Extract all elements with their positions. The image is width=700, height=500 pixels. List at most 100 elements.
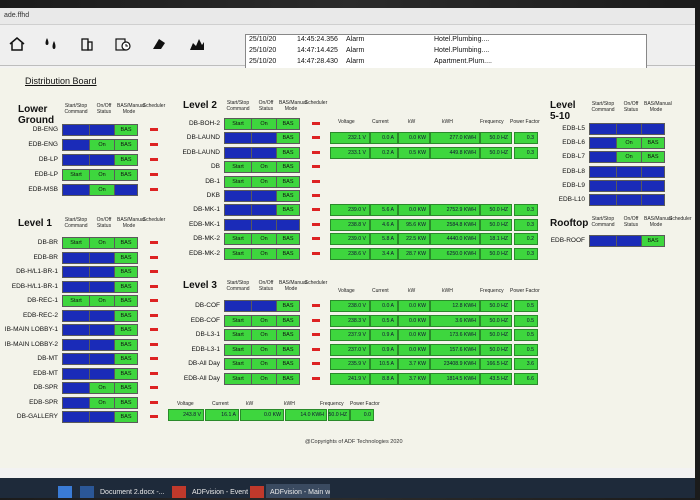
bas-manual-toggle[interactable]: BAS xyxy=(276,358,300,371)
scheduler-indicator[interactable] xyxy=(150,241,158,244)
scheduler-indicator[interactable] xyxy=(312,251,320,255)
bas-manual-toggle[interactable]: BAS xyxy=(114,396,138,409)
scheduler-indicator[interactable] xyxy=(312,318,320,322)
bas-manual-toggle[interactable]: BAS xyxy=(114,251,138,264)
start-stop-button[interactable] xyxy=(62,367,90,380)
settings-icon[interactable] xyxy=(146,32,172,56)
start-stop-button[interactable]: Start xyxy=(62,237,90,249)
bas-manual-toggle[interactable]: BAS xyxy=(276,118,300,130)
start-stop-button[interactable] xyxy=(62,139,90,151)
plumbing-icon[interactable] xyxy=(38,32,64,56)
start-stop-button[interactable]: Start xyxy=(224,118,252,130)
scheduler-indicator[interactable] xyxy=(150,128,158,131)
bas-manual-toggle[interactable] xyxy=(276,218,300,231)
start-stop-button[interactable] xyxy=(62,411,90,423)
bas-manual-toggle[interactable] xyxy=(641,179,665,192)
start-stop-button[interactable]: Start xyxy=(62,295,90,307)
start-stop-button[interactable]: Start xyxy=(224,247,252,260)
bas-manual-toggle[interactable] xyxy=(114,184,138,196)
start-stop-button[interactable] xyxy=(224,132,252,145)
bas-manual-toggle[interactable]: BAS xyxy=(276,300,300,312)
start-stop-button[interactable] xyxy=(224,218,252,231)
start-stop-button[interactable]: Start xyxy=(224,161,252,174)
scheduler-indicator[interactable] xyxy=(150,270,158,273)
bas-manual-toggle[interactable]: BAS xyxy=(276,190,300,202)
start-stop-button[interactable]: Start xyxy=(224,358,252,371)
scheduler-indicator[interactable] xyxy=(150,143,158,146)
scheduler-indicator[interactable] xyxy=(312,347,320,351)
scheduler-indicator[interactable] xyxy=(150,173,158,176)
scheduler-indicator[interactable] xyxy=(312,237,320,241)
bas-manual-toggle[interactable]: BAS xyxy=(276,314,300,327)
start-stop-button[interactable] xyxy=(224,190,252,202)
start-stop-button[interactable] xyxy=(589,235,617,247)
bas-manual-toggle[interactable]: BAS xyxy=(114,266,138,278)
bas-manual-toggle[interactable]: BAS xyxy=(641,235,665,247)
scheduler-indicator[interactable] xyxy=(150,299,158,302)
start-stop-button[interactable] xyxy=(224,204,252,217)
bas-manual-toggle[interactable]: BAS xyxy=(114,295,138,307)
taskbar-item-document[interactable]: Document 2.docx -... xyxy=(100,489,165,496)
bas-manual-toggle[interactable]: BAS xyxy=(114,338,138,351)
bas-manual-toggle[interactable]: BAS xyxy=(114,139,138,151)
scheduler-indicator[interactable] xyxy=(150,415,158,418)
bas-manual-toggle[interactable]: BAS xyxy=(114,411,138,423)
start-stop-button[interactable] xyxy=(62,396,90,409)
scheduler-indicator[interactable] xyxy=(312,208,320,212)
windows-start-icon[interactable] xyxy=(58,486,72,498)
bas-manual-toggle[interactable]: BAS xyxy=(276,343,300,356)
bas-manual-toggle[interactable]: BAS xyxy=(114,324,138,336)
bas-manual-toggle[interactable]: BAS xyxy=(114,124,138,136)
start-stop-button[interactable] xyxy=(62,324,90,336)
scheduler-indicator[interactable] xyxy=(312,136,320,140)
start-stop-button[interactable] xyxy=(62,154,90,166)
start-stop-button[interactable] xyxy=(224,300,252,312)
bas-manual-toggle[interactable]: BAS xyxy=(276,373,300,385)
bas-manual-toggle[interactable]: BAS xyxy=(276,146,300,159)
bas-manual-toggle[interactable]: BAS xyxy=(114,367,138,380)
scheduler-indicator[interactable] xyxy=(150,188,158,191)
bas-manual-toggle[interactable]: BAS xyxy=(276,247,300,260)
scheduler-indicator[interactable] xyxy=(150,328,158,331)
scheduler-indicator[interactable] xyxy=(150,284,158,288)
bas-manual-toggle[interactable]: BAS xyxy=(114,309,138,322)
scheduler-indicator[interactable] xyxy=(312,222,320,226)
start-stop-button[interactable] xyxy=(62,251,90,264)
start-stop-button[interactable]: Start xyxy=(224,329,252,342)
scheduler-indicator[interactable] xyxy=(312,194,320,197)
taskbar-item-main[interactable]: ADFvision - Main w... xyxy=(266,484,330,498)
start-stop-button[interactable] xyxy=(62,124,90,136)
start-stop-button[interactable] xyxy=(589,137,617,150)
scheduler-indicator[interactable] xyxy=(312,122,320,125)
word-icon[interactable] xyxy=(80,486,94,498)
scheduler-indicator[interactable] xyxy=(312,304,320,307)
start-stop-button[interactable] xyxy=(62,184,90,196)
bas-manual-toggle[interactable]: BAS xyxy=(276,204,300,217)
bas-manual-toggle[interactable]: BAS xyxy=(276,161,300,174)
scheduler-indicator[interactable] xyxy=(312,179,320,183)
start-stop-button[interactable] xyxy=(62,266,90,278)
scheduler-indicator[interactable] xyxy=(150,357,158,360)
home-icon[interactable] xyxy=(4,32,30,56)
bas-manual-toggle[interactable]: BAS xyxy=(114,237,138,249)
scheduler-indicator[interactable] xyxy=(150,255,158,259)
building-icon[interactable] xyxy=(74,32,100,56)
bas-manual-toggle[interactable]: BAS xyxy=(641,137,665,150)
bas-manual-toggle[interactable] xyxy=(641,194,665,206)
bas-manual-toggle[interactable]: BAS xyxy=(114,353,138,365)
start-stop-button[interactable]: Start xyxy=(224,233,252,246)
bas-manual-toggle[interactable]: BAS xyxy=(114,169,138,181)
taskbar-item-event[interactable]: ADFvision - Event v... xyxy=(192,489,252,496)
bas-manual-toggle[interactable]: BAS xyxy=(114,280,138,293)
scheduler-indicator[interactable] xyxy=(312,333,320,337)
bas-manual-toggle[interactable] xyxy=(641,123,665,135)
bas-manual-toggle[interactable]: BAS xyxy=(114,382,138,394)
adfvision-icon[interactable] xyxy=(250,486,264,498)
start-stop-button[interactable]: Start xyxy=(224,314,252,327)
schedule-icon[interactable] xyxy=(110,32,136,56)
start-stop-button[interactable] xyxy=(589,165,617,178)
bas-manual-toggle[interactable]: BAS xyxy=(641,151,665,164)
adfvision-icon[interactable] xyxy=(172,486,186,498)
start-stop-button[interactable] xyxy=(224,146,252,159)
bas-manual-toggle[interactable]: BAS xyxy=(276,233,300,246)
